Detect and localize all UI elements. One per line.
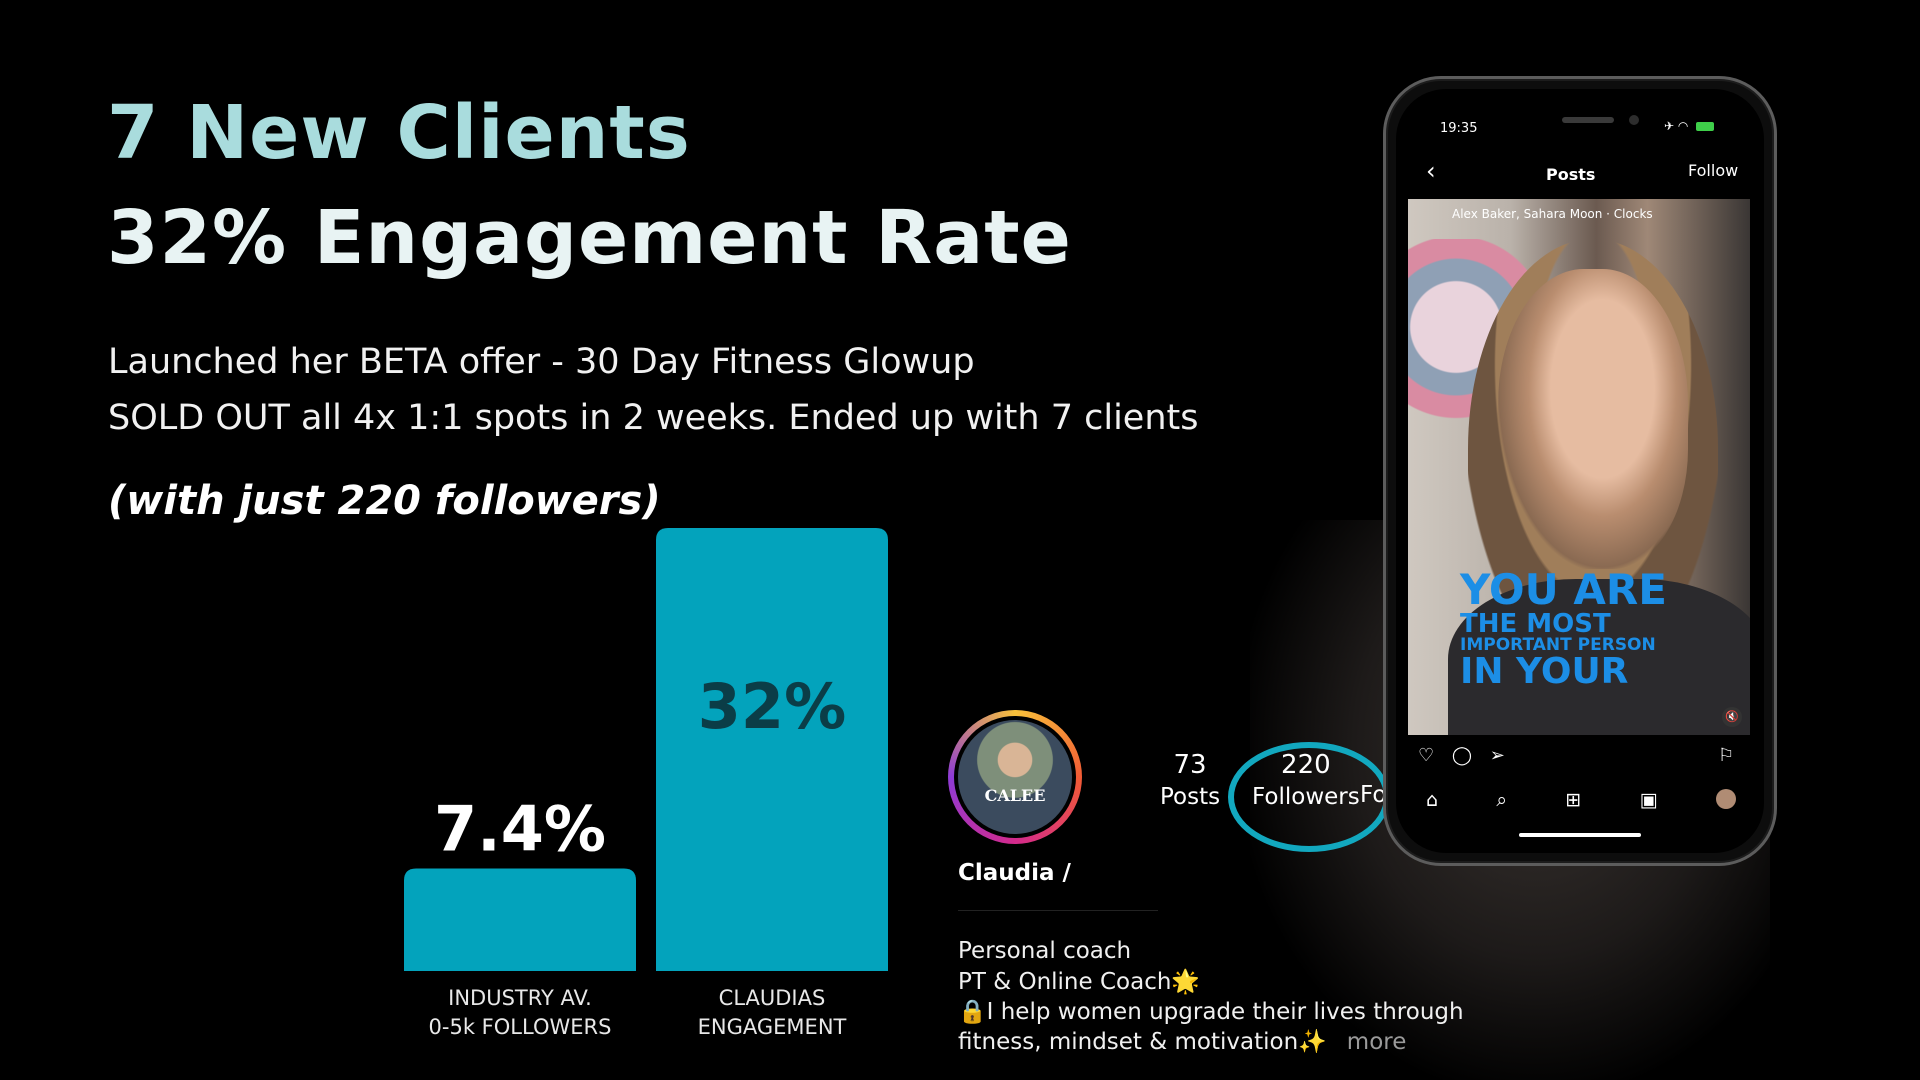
bio-line-4: fitness, mindset & motivation✨ more <box>958 1028 1406 1055</box>
profile-tab-avatar[interactable] <box>1715 789 1736 809</box>
person-top <box>1448 579 1750 735</box>
following-label-fragment: Fo <box>1360 782 1387 808</box>
headline-engagement: 32% Engagement Rate <box>107 195 1072 281</box>
category-label-0-0: INDUSTRY AV. <box>448 986 592 1010</box>
airplane-icon: ✈ <box>1664 119 1675 133</box>
posts-nav-title: Posts <box>1546 165 1596 184</box>
create-icon[interactable]: ⊞ <box>1565 789 1582 811</box>
overlay-line-4: IN YOUR <box>1460 651 1629 692</box>
overlay-line-1: YOU ARE <box>1460 565 1667 614</box>
post-audio-caption: Alex Baker, Sahara Moon · Clocks <box>1452 207 1653 221</box>
bar-0 <box>404 868 636 971</box>
bio-line-2: PT & Online Coach🌟 <box>958 969 1201 995</box>
battery-icon <box>1696 122 1715 131</box>
posts-stat[interactable]: 73 Posts <box>1160 750 1220 810</box>
bio-line-1: Personal coach <box>958 938 1132 964</box>
home-indicator <box>1519 833 1641 837</box>
profile-divider <box>958 910 1158 911</box>
followers-stat[interactable]: 220 Followers <box>1252 750 1360 810</box>
mute-icon[interactable]: 🔇 <box>1722 707 1742 727</box>
wifi-icon: ◠ <box>1677 119 1689 133</box>
category-label-0-1: 0-5k FOLLOWERS <box>429 1015 612 1039</box>
overlay-line-2: THE MOST <box>1460 609 1611 639</box>
phone-screen: 19:35 ✈ ◠ ‹ Posts Follow Alex Baker, Sah… <box>1396 89 1764 853</box>
followers-count: 220 <box>1281 750 1331 780</box>
profile-name: Claudia / <box>958 860 1071 886</box>
headline-clients: 7 New Clients <box>107 90 691 176</box>
heart-icon[interactable]: ♡ <box>1418 745 1435 766</box>
profile-avatar[interactable]: CALEE <box>948 710 1082 844</box>
category-label-1-0: CLAUDIAS <box>719 986 826 1010</box>
description-line-1: Launched her BETA offer - 30 Day Fitness… <box>108 342 975 382</box>
back-chevron-icon[interactable]: ‹ <box>1426 157 1436 185</box>
bio-line-3: 🔒I help women upgrade their lives throug… <box>958 999 1464 1025</box>
following-stat-fragment[interactable]: Fo <box>1360 778 1386 808</box>
search-icon[interactable]: ⌕ <box>1496 789 1508 811</box>
followers-emphasis: (with just 220 followers) <box>108 478 661 524</box>
follow-button[interactable]: Follow <box>1688 161 1739 180</box>
status-icons: ✈ ◠ <box>1664 119 1715 133</box>
post-text-overlay: YOU ARE THE MOST IMPORTANT PERSON IN YOU… <box>1460 569 1667 690</box>
avatar-photo: CALEE <box>958 720 1072 834</box>
bar-1 <box>656 528 888 971</box>
bio-line-4-text: fitness, mindset & motivation✨ <box>958 1029 1327 1055</box>
overlay-line-3: IMPORTANT PERSON <box>1460 635 1656 655</box>
bottom-tab-bar: ⌂ ⌕ ⊞ ▣ <box>1426 789 1736 811</box>
home-icon[interactable]: ⌂ <box>1426 789 1439 811</box>
category-label-1-1: ENGAGEMENT <box>698 1015 847 1039</box>
comment-icon[interactable]: ◯ <box>1451 745 1473 766</box>
bookmark-icon[interactable]: ⚐ <box>1718 745 1735 766</box>
description-line-2: SOLD OUT all 4x 1:1 spots in 2 weeks. En… <box>108 398 1199 438</box>
avatar-logo-text: CALEE <box>984 786 1046 805</box>
phone-speaker <box>1562 117 1614 123</box>
person-face <box>1498 269 1688 569</box>
phone-mockup: 19:35 ✈ ◠ ‹ Posts Follow Alex Baker, Sah… <box>1383 76 1777 866</box>
post-actions: ♡ ◯ ➢ <box>1418 745 1517 766</box>
status-time: 19:35 <box>1440 121 1478 136</box>
followers-label: Followers <box>1252 784 1360 810</box>
reels-icon[interactable]: ▣ <box>1639 789 1658 811</box>
posts-label: Posts <box>1160 784 1221 810</box>
phone-camera <box>1629 115 1639 125</box>
post-media[interactable]: Alex Baker, Sahara Moon · Clocks YOU ARE… <box>1408 199 1750 735</box>
posts-count: 73 <box>1173 750 1207 780</box>
bar-value-label-0: 7.4% <box>434 793 606 866</box>
bar-value-label-1: 32% <box>698 670 846 743</box>
instagram-profile-snippet: CALEE Claudia / 73 Posts 220 Followers F… <box>948 710 1508 1080</box>
bio-more-link[interactable]: more <box>1346 1029 1407 1055</box>
share-icon[interactable]: ➢ <box>1489 745 1505 766</box>
engagement-bar-chart: 7.4% INDUSTRY AV. 0-5k FOLLOWERS 32% CLAUDIA… <box>404 528 888 1039</box>
